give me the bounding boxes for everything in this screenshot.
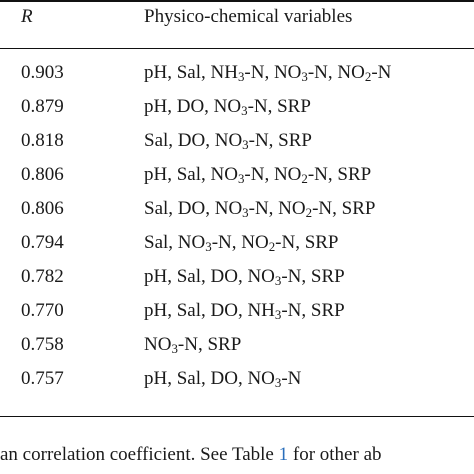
table-footnote: an correlation coefficient. See Table 1 … — [0, 444, 382, 466]
variables-text: -N, SRP — [247, 96, 311, 117]
variables-text: -N, NO — [248, 198, 306, 219]
cell-r-value: 0.758 — [21, 334, 64, 355]
table-header-row: R Physico-chemical variables — [0, 6, 474, 30]
subscript: 3 — [171, 341, 178, 357]
variables-text: -N — [371, 62, 392, 83]
variables-text: pH, DO, NO — [144, 96, 242, 117]
variables-text: Sal, NO — [144, 232, 206, 253]
table-top-rule — [0, 0, 474, 2]
cell-variables: pH, Sal, DO, NO3-N, SRP — [144, 266, 345, 288]
cell-r-value: 0.757 — [21, 368, 64, 389]
variables-text: NO — [144, 334, 172, 355]
variables-text: Sal, DO, NO — [144, 130, 243, 151]
variables-text: pH, Sal, DO, NH — [144, 300, 275, 321]
subscript: 2 — [301, 171, 308, 187]
table-body: 0.903 pH, Sal, NH3-N, NO3-N, NO2-N 0.879 pH… — [0, 62, 474, 402]
subscript: 3 — [237, 171, 245, 187]
cell-r-value: 0.879 — [21, 96, 64, 117]
subscript: 3 — [241, 103, 248, 119]
cell-r-value: 0.903 — [21, 62, 64, 83]
subscript: 3 — [301, 69, 308, 85]
cell-variables: pH, Sal, DO, NO3-N — [144, 368, 301, 390]
table-row: 0.794 Sal, NO3-N, NO2-N, SRP — [0, 232, 474, 266]
table-row: 0.806 Sal, DO, NO3-N, NO2-N, SRP — [0, 198, 474, 232]
variables-text: pH, Sal, DO, NO — [144, 266, 275, 287]
subscript: 2 — [268, 239, 276, 255]
variables-text: -N, SRP — [307, 164, 372, 185]
subscript: 3 — [274, 273, 282, 289]
cell-variables: NO3-N, SRP — [144, 334, 241, 356]
cell-r-value: 0.818 — [21, 130, 64, 151]
table-header-rule — [0, 48, 474, 49]
cell-variables: Sal, DO, NO3-N, NO2-N, SRP — [144, 198, 375, 220]
cell-r-value: 0.806 — [21, 198, 64, 219]
subscript: 2 — [305, 205, 313, 221]
table-row: 0.770 pH, Sal, DO, NH3-N, SRP — [0, 300, 474, 334]
cell-r-value: 0.770 — [21, 300, 64, 321]
subscript: 3 — [274, 375, 282, 391]
variables-text: pH, Sal, DO, NO — [144, 368, 275, 389]
cell-r-value: 0.806 — [21, 164, 64, 185]
variables-text: -N, SRP — [177, 334, 242, 355]
variables-text: Sal, DO, NO — [144, 198, 243, 219]
variables-text: -N, NO — [244, 62, 302, 83]
cell-variables: pH, DO, NO3-N, SRP — [144, 96, 311, 118]
table-row: 0.782 pH, Sal, DO, NO3-N, SRP — [0, 266, 474, 300]
variables-text: pH, Sal, NH — [144, 62, 238, 83]
header-r-label: R — [21, 6, 33, 27]
subscript: 3 — [274, 307, 282, 323]
table-row: 0.818 Sal, DO, NO3-N, SRP — [0, 130, 474, 164]
subscript: 3 — [237, 69, 245, 85]
subscript: 3 — [242, 137, 249, 153]
subscript: 3 — [242, 205, 249, 221]
table-row: 0.757 pH, Sal, DO, NO3-N — [0, 368, 474, 402]
variables-text: -N, SRP — [248, 130, 312, 151]
variables-text: -N, NO — [211, 232, 269, 253]
variables-text: -N, NO — [244, 164, 302, 185]
cell-variables: pH, Sal, NH3-N, NO3-N, NO2-N — [144, 62, 391, 84]
cell-variables: pH, Sal, NO3-N, NO2-N, SRP — [144, 164, 371, 186]
table-row: 0.879 pH, DO, NO3-N, SRP — [0, 96, 474, 130]
variables-text: -N, SRP — [281, 300, 345, 321]
subscript: 2 — [364, 69, 372, 85]
cell-variables: pH, Sal, DO, NH3-N, SRP — [144, 300, 345, 322]
variables-text: -N, NO — [307, 62, 365, 83]
table-bottom-rule — [0, 416, 474, 417]
subscript: 3 — [205, 239, 212, 255]
table-row: 0.806 pH, Sal, NO3-N, NO2-N, SRP — [0, 164, 474, 198]
table-row: 0.903 pH, Sal, NH3-N, NO3-N, NO2-N — [0, 62, 474, 96]
footnote-text-before: an correlation coefficient. See Table — [0, 444, 279, 465]
cell-r-value: 0.794 — [21, 232, 64, 253]
cell-r-value: 0.782 — [21, 266, 64, 287]
variables-text: pH, Sal, NO — [144, 164, 238, 185]
cell-variables: Sal, DO, NO3-N, SRP — [144, 130, 312, 152]
footnote-table-ref-link[interactable]: 1 — [278, 444, 289, 465]
variables-text: -N — [281, 368, 302, 389]
footnote-text-after: for other ab — [288, 444, 382, 465]
table-row: 0.758 NO3-N, SRP — [0, 334, 474, 368]
header-variables-label: Physico-chemical variables — [144, 6, 353, 27]
variables-text: -N, SRP — [275, 232, 339, 253]
variables-text: -N, SRP — [312, 198, 376, 219]
variables-text: -N, SRP — [281, 266, 345, 287]
cell-variables: Sal, NO3-N, NO2-N, SRP — [144, 232, 339, 254]
